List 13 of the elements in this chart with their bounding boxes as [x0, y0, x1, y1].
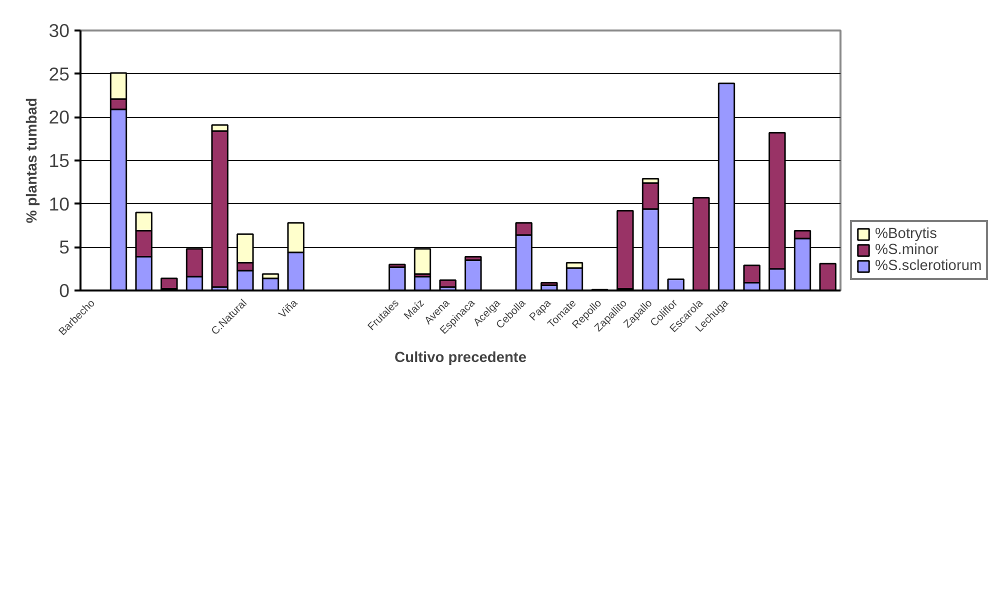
y-tick-label: 10 [48, 193, 70, 214]
legend-label: %Botrytis [875, 226, 937, 242]
y-tick-label: 15 [48, 150, 70, 171]
legend-label: %S.sclerotiorum [875, 258, 982, 274]
y-tick-label: 25 [48, 63, 70, 84]
y-axis-title: % plantas tumbad [24, 98, 41, 224]
x-tick-label: Viña [276, 297, 300, 321]
legend-label: %S.minor [875, 242, 939, 258]
x-axis-title: Cultivo precedente [394, 350, 526, 366]
y-tick-label: 0 [59, 280, 70, 301]
y-tick-label: 30 [48, 20, 70, 41]
y-tick-label: 5 [59, 236, 70, 258]
y-tick-label: 20 [48, 106, 70, 128]
